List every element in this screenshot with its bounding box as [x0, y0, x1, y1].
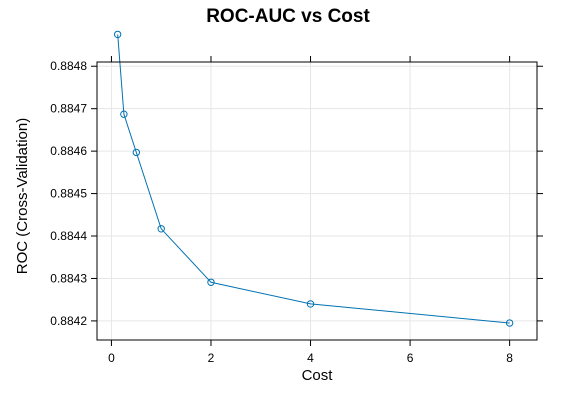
y-tick-label: 0.8842 — [50, 314, 87, 328]
x-tick-label: 4 — [307, 351, 314, 365]
y-tick-label: 0.8843 — [50, 271, 87, 285]
series-layer — [113, 30, 514, 327]
x-tick-label: 0 — [108, 351, 115, 365]
data-point — [207, 278, 215, 286]
data-point — [306, 300, 315, 308]
data-point — [157, 225, 165, 233]
data-point — [113, 30, 122, 39]
y-axis: 0.8842 0.8843 0.8844 0.8845 0.8846 0.8847 0.88… — [50, 59, 543, 328]
y-tick-label: 0.8848 — [50, 59, 87, 73]
x-tick-label: 6 — [407, 351, 414, 365]
data-point — [132, 148, 141, 157]
x-tick-label: 8 — [506, 351, 513, 365]
grid-lines — [97, 62, 537, 340]
x-axis: 0 2 4 6 8 — [108, 56, 513, 365]
data-point — [120, 110, 128, 118]
data-point — [505, 319, 514, 327]
x-tick-label: 2 — [208, 351, 215, 365]
series-line — [117, 34, 510, 324]
y-axis-label: ROC (Cross-Validation) — [14, 118, 31, 274]
y-tick-label: 0.8844 — [50, 229, 87, 243]
x-axis-label: Cost — [302, 367, 334, 384]
chart-title: ROC-AUC vs Cost — [206, 6, 370, 27]
y-tick-label: 0.8847 — [50, 102, 87, 116]
y-tick-label: 0.8846 — [50, 144, 87, 158]
plot-frame — [96, 61, 538, 341]
y-tick-label: 0.8845 — [50, 187, 87, 201]
